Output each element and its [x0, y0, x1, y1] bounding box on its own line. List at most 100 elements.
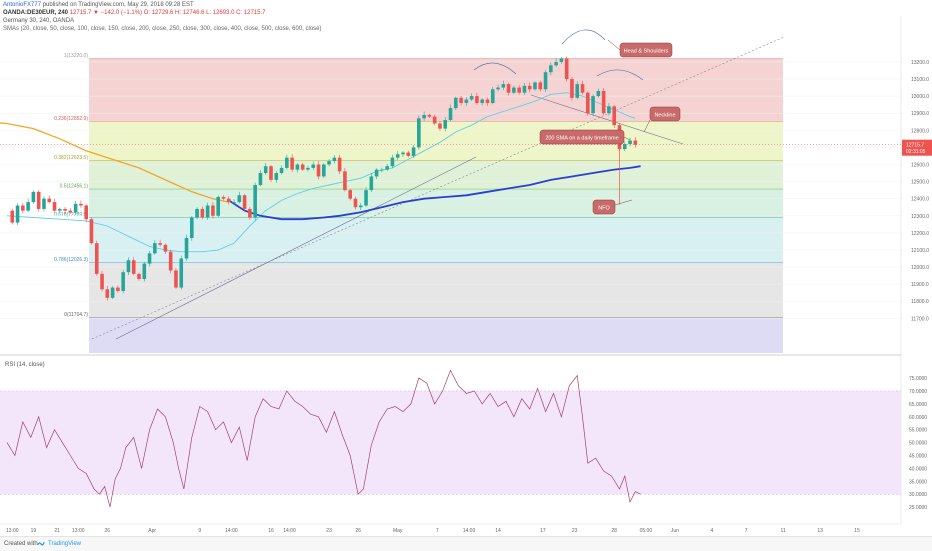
- candle: [232, 202, 236, 203]
- candle: [538, 82, 543, 90]
- candle: [527, 85, 532, 90]
- candle: [10, 210, 15, 223]
- candle: [100, 273, 104, 290]
- callout-neckline[interactable]: Neckline: [643, 106, 681, 133]
- fib-zone: [89, 121, 783, 161]
- rsi-tick-label: 45.0000: [909, 453, 927, 459]
- candle: [253, 185, 257, 218]
- callout-nfo-text: NFO: [598, 206, 610, 212]
- candle: [464, 99, 469, 103]
- candle: [295, 164, 300, 170]
- candle: [380, 169, 384, 171]
- candle: [586, 92, 590, 114]
- candle: [327, 161, 331, 165]
- candle: [374, 169, 379, 177]
- candle: [575, 84, 580, 98]
- candle: [221, 196, 226, 199]
- candle: [596, 90, 601, 97]
- fib-level-label: 0(11704.7): [64, 312, 88, 318]
- time-tick-label: 17: [540, 528, 546, 534]
- tradingview-brand[interactable]: TradingView: [48, 541, 82, 547]
- callout-200-sma[interactable]: 200 SMA on a daily timeframe: [539, 129, 631, 145]
- callout-nfo[interactable]: NFO: [592, 199, 633, 215]
- candle: [110, 287, 115, 298]
- price-tick-label: 12900.0: [911, 111, 929, 117]
- time-tick-label: May: [393, 528, 403, 534]
- price-tick-label: 11700.0: [911, 316, 929, 322]
- candle: [279, 167, 284, 174]
- price-axis[interactable]: 11700.0 11800.0 11900.0 12000.0 12100.0 12200…: [900, 16, 929, 524]
- rsi-line: [6, 369, 641, 508]
- candle: [522, 85, 527, 93]
- rsi-tick-label: 40.0000: [909, 466, 927, 472]
- candle: [427, 114, 432, 117]
- trendlines[interactable]: [91, 29, 785, 340]
- candle: [79, 203, 83, 206]
- candle: [184, 237, 189, 259]
- candle: [190, 217, 194, 238]
- candle: [628, 140, 632, 144]
- time-tick-label: Apr: [148, 528, 156, 534]
- rsi-tick-label: 65.0000: [909, 402, 927, 408]
- candle: [142, 263, 147, 280]
- rsi-pane[interactable]: RSI (14, close): [0, 362, 901, 508]
- candle: [211, 205, 215, 216]
- candle: [496, 87, 500, 90]
- candles[interactable]: [10, 56, 638, 301]
- candle: [163, 244, 168, 252]
- candle: [395, 154, 400, 158]
- candle: [131, 260, 136, 274]
- time-tick-label: 7: [436, 528, 439, 534]
- rsi-tick-label: 75.0000: [909, 376, 927, 382]
- price-tick-label: 12600.0: [911, 162, 929, 168]
- left-shoulder-arc: [473, 62, 517, 75]
- candle: [26, 202, 30, 211]
- fibonacci-retracement[interactable]: 1(13220.0) 0.236(12852.9) 0.382(12623.5) 0.…: [54, 53, 783, 353]
- fib-zone-extension: [89, 317, 783, 353]
- candle: [475, 96, 479, 103]
- candle: [105, 289, 110, 298]
- candle: [237, 195, 242, 203]
- annotations[interactable]: Head & Shoulders Neckline 200 SMA on a d…: [539, 39, 681, 215]
- candle: [607, 106, 611, 114]
- last-price-box: [902, 139, 932, 156]
- time-tick-label: 15: [854, 528, 860, 534]
- callout-neckline-text: Neckline: [654, 113, 675, 119]
- last-price-countdown: 02:31:05: [906, 149, 926, 155]
- time-axis[interactable]: 13:00 19 21 13:00 26 Apr 9 14:00 16 14:00 23 26 May 7…: [0, 523, 901, 534]
- trendline-support[interactable]: [115, 156, 477, 340]
- sma-line: [0, 122, 229, 203]
- time-tick-label: 16: [268, 528, 274, 534]
- fib-level-label: 0.5(12456.1): [60, 184, 89, 190]
- fib-level-label: 0.618(12289.5): [54, 212, 88, 218]
- time-tick-label: 21: [54, 528, 60, 534]
- candle: [490, 89, 495, 103]
- candle: [179, 258, 184, 288]
- candle: [364, 190, 368, 206]
- candle: [348, 190, 352, 199]
- trendline-dotted-support[interactable]: [91, 36, 785, 340]
- candle: [459, 97, 463, 103]
- price-tick-label: 13200.0: [911, 60, 929, 66]
- time-tick-label: 13:00: [72, 528, 85, 534]
- price-tick-label: 12200.0: [911, 231, 929, 237]
- callout-head-shoulders[interactable]: Head & Shoulders: [607, 39, 673, 58]
- candle: [438, 123, 442, 129]
- symbol-label: OANDA:DE30EUR, 240: [3, 10, 69, 16]
- sma-line: [6, 92, 636, 253]
- candle: [612, 106, 616, 126]
- price-tick-label: 12400.0: [911, 197, 929, 203]
- time-tick-label: 7: [745, 528, 748, 534]
- candle: [432, 116, 437, 124]
- candle: [554, 61, 558, 66]
- rsi-axis[interactable]: 25.0000 30.0000 35.0000 40.0000 45.0000 50.00…: [909, 376, 927, 511]
- publisher-name[interactable]: AntonioFX777: [3, 2, 42, 8]
- neckline[interactable]: [530, 94, 684, 145]
- candle: [94, 243, 99, 274]
- footer-bar: Created with TradingView: [0, 536, 932, 551]
- fib-level-label: 0.382(12623.5): [54, 155, 88, 161]
- candle: [390, 157, 395, 167]
- time-tick-label: 14: [495, 528, 501, 534]
- time-tick-label: 13: [817, 528, 823, 534]
